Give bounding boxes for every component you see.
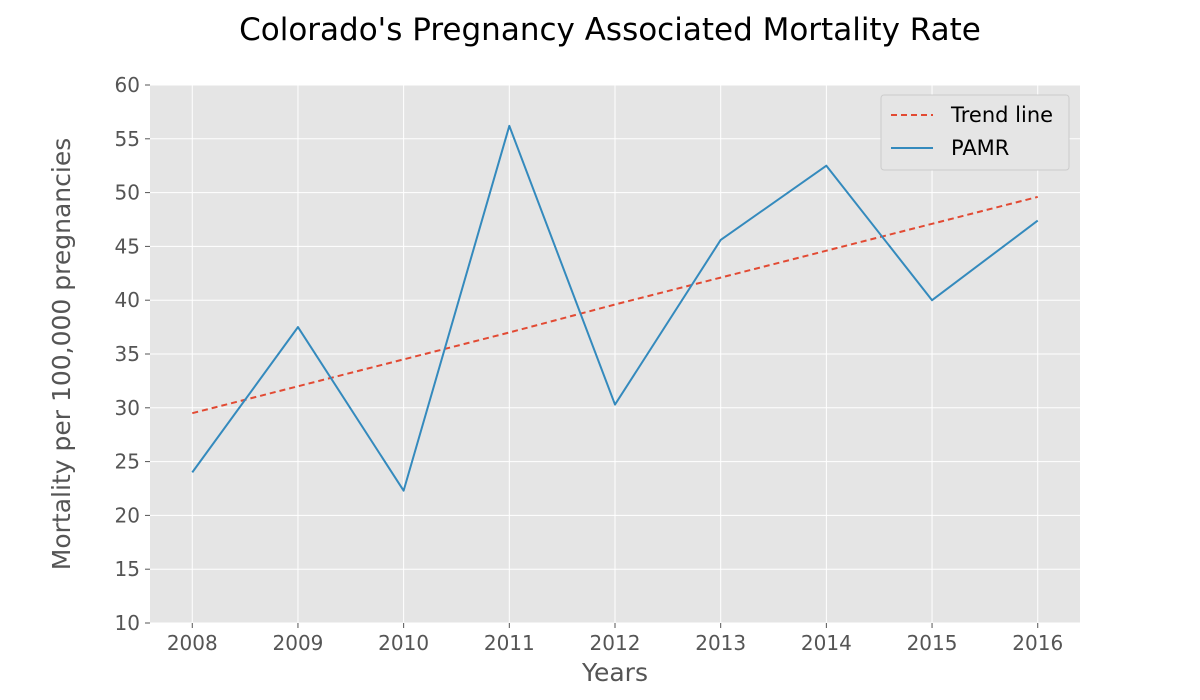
y-tick-label: 55 bbox=[115, 127, 140, 151]
y-tick-label: 40 bbox=[115, 288, 140, 312]
x-tick-label: 2014 bbox=[801, 631, 852, 655]
y-axis-label: Mortality per 100,000 pregnancies bbox=[47, 138, 76, 570]
legend: Trend line PAMR bbox=[880, 94, 1070, 171]
legend-box bbox=[880, 94, 1070, 171]
series-line-pamr bbox=[191, 124, 1039, 492]
x-tick-label: 2013 bbox=[695, 631, 746, 655]
series-line-trend-line bbox=[192, 195, 1038, 415]
y-tick-label: 45 bbox=[115, 234, 140, 258]
x-tick-label: 2015 bbox=[907, 631, 958, 655]
x-tick-label: 2008 bbox=[167, 631, 218, 655]
x-tick-label: 2011 bbox=[484, 631, 535, 655]
x-tick-label: 2010 bbox=[378, 631, 429, 655]
y-tick-label: 35 bbox=[115, 342, 140, 366]
y-tick-label: 50 bbox=[115, 181, 140, 205]
x-axis-ticks: 2008 2009 2010 2011 2012 2013 2014 2015 2016 bbox=[167, 623, 1063, 655]
y-tick-label: 20 bbox=[115, 503, 140, 527]
chart-title: Colorado's Pregnancy Associated Mortalit… bbox=[239, 12, 981, 48]
y-tick-label: 15 bbox=[115, 557, 140, 581]
x-tick-label: 2009 bbox=[273, 631, 324, 655]
x-tick-label: 2012 bbox=[590, 631, 641, 655]
y-tick-label: 25 bbox=[115, 450, 140, 474]
grid-lines bbox=[150, 84, 1080, 624]
y-tick-label: 30 bbox=[115, 396, 140, 420]
legend-label: PAMR bbox=[951, 136, 1009, 160]
x-tick-label: 2016 bbox=[1012, 631, 1063, 655]
y-tick-label: 10 bbox=[115, 611, 140, 635]
y-axis-ticks: 10 15 20 25 30 35 40 45 50 55 60 bbox=[115, 73, 150, 635]
y-tick-label: 60 bbox=[115, 73, 140, 97]
x-axis-label: Years bbox=[581, 658, 648, 687]
legend-label: Trend line bbox=[950, 103, 1053, 127]
series-lines bbox=[191, 124, 1039, 492]
